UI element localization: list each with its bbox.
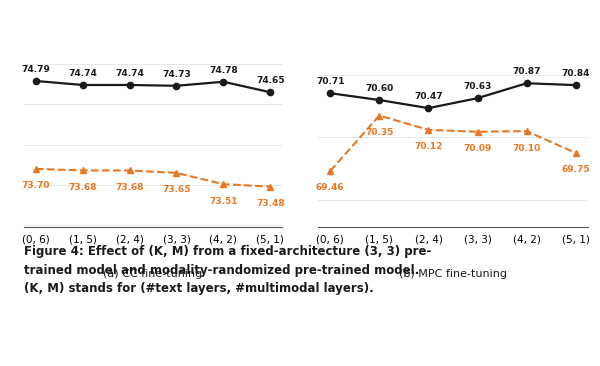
Text: 69.75: 69.75 <box>562 165 590 175</box>
Text: (b) MPC fine-tuning: (b) MPC fine-tuning <box>399 269 507 279</box>
Text: 73.65: 73.65 <box>162 186 191 194</box>
Text: 74.79: 74.79 <box>21 65 50 74</box>
Text: 73.48: 73.48 <box>256 199 284 208</box>
Legend: Modality Rand., Fixed Arch.: Modality Rand., Fixed Arch. <box>353 0 553 3</box>
Text: 70.09: 70.09 <box>463 144 492 153</box>
Text: Figure 4: Effect of (K, M) from a fixed-architecture (3, 3) pre-
trained model a: Figure 4: Effect of (K, M) from a fixed-… <box>24 245 431 295</box>
Text: (a) CC fine-tuning: (a) CC fine-tuning <box>103 269 203 279</box>
Text: 74.73: 74.73 <box>162 70 191 79</box>
Text: 73.51: 73.51 <box>209 197 238 206</box>
Text: 74.74: 74.74 <box>115 69 144 78</box>
Text: 70.47: 70.47 <box>414 92 443 101</box>
Text: 70.71: 70.71 <box>316 77 344 86</box>
Text: 73.68: 73.68 <box>115 183 144 192</box>
Text: 69.46: 69.46 <box>316 183 344 193</box>
Text: 70.63: 70.63 <box>463 82 492 91</box>
Text: 70.60: 70.60 <box>365 84 394 93</box>
Text: 70.10: 70.10 <box>512 143 541 153</box>
Text: 70.35: 70.35 <box>365 128 394 137</box>
Text: 74.65: 74.65 <box>256 76 284 85</box>
Text: 74.74: 74.74 <box>68 69 97 78</box>
Text: 70.87: 70.87 <box>512 67 541 76</box>
Text: 73.70: 73.70 <box>22 182 50 190</box>
Legend: Modality Rand., Fixed Arch.: Modality Rand., Fixed Arch. <box>53 0 253 3</box>
Text: 74.78: 74.78 <box>209 66 238 75</box>
Text: 70.12: 70.12 <box>414 142 443 152</box>
Text: 73.68: 73.68 <box>68 183 97 192</box>
Text: 70.84: 70.84 <box>562 69 590 78</box>
